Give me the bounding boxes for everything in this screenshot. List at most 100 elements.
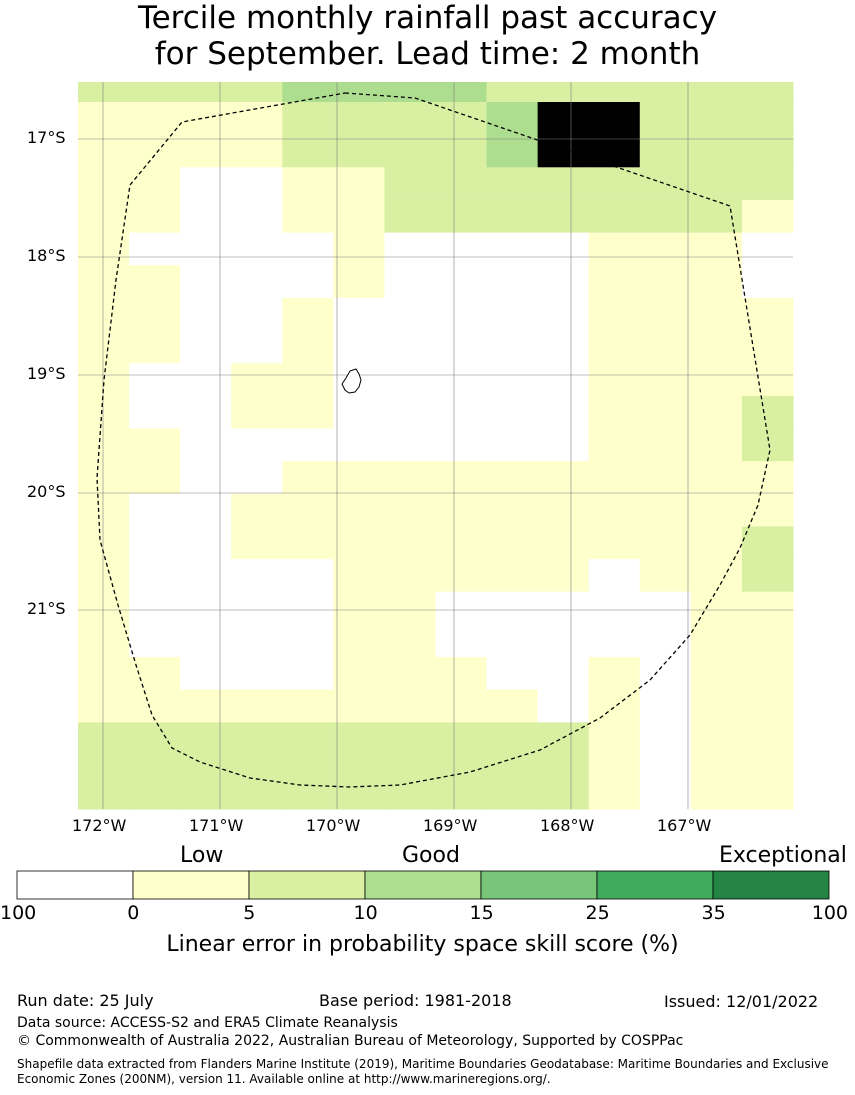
longitude-label: 167°W — [657, 816, 712, 835]
grid-cell — [282, 559, 334, 593]
grid-cell — [231, 395, 283, 430]
grid-cell — [180, 461, 232, 495]
grid-cell — [435, 722, 488, 810]
grid-cell — [129, 624, 181, 658]
grid-cell — [333, 297, 386, 332]
grid-cell — [486, 461, 539, 495]
grid-cell — [537, 395, 590, 430]
grid-cell — [282, 395, 334, 430]
grid-cell — [486, 493, 539, 528]
grid-cell — [588, 526, 641, 560]
grid-cell — [78, 493, 130, 528]
grid-cell — [588, 102, 641, 136]
grid-cell — [486, 102, 539, 136]
colorbar-tick-label: 5 — [243, 902, 256, 924]
grid-cell — [435, 297, 488, 332]
grid-cell — [486, 624, 539, 658]
grid-cell — [486, 395, 539, 430]
skill-score-grid — [78, 82, 794, 810]
grid-cell — [282, 722, 334, 810]
grid-cell — [639, 363, 692, 397]
grid-cell — [333, 134, 386, 168]
grid-cell — [486, 134, 539, 168]
grid-cell — [486, 330, 539, 364]
grid-cell — [741, 297, 794, 332]
grid-cell — [588, 591, 641, 625]
grid-cell — [588, 428, 641, 462]
grid-cell — [333, 559, 386, 593]
grid-cell — [231, 624, 283, 658]
grid-cell — [282, 82, 334, 103]
grid-cell — [78, 689, 130, 723]
grid-cell — [129, 493, 181, 528]
grid-cell — [282, 102, 334, 136]
grid-cell — [741, 559, 794, 593]
eez-boundary — [96, 92, 771, 788]
niue-island-outline — [341, 368, 362, 394]
grid-cell — [588, 395, 641, 430]
grid-cell — [741, 624, 794, 658]
grid-cell — [384, 297, 437, 332]
grid-cell — [384, 363, 437, 397]
grid-cell — [282, 330, 334, 364]
longitude-label: 170°W — [306, 816, 361, 835]
latitude-label: 17°S — [27, 128, 66, 147]
data-source: Data source: ACCESS-S2 and ERA5 Climate … — [17, 1015, 398, 1031]
grid-cell — [78, 657, 130, 691]
grid-cell — [486, 559, 539, 593]
grid-cell — [384, 461, 437, 495]
grid-cell — [639, 265, 692, 299]
grid-cell — [333, 689, 386, 723]
grid-cell — [741, 395, 794, 430]
grid-cell — [282, 199, 334, 234]
grid-cell — [384, 199, 437, 234]
grid-cell — [690, 134, 743, 168]
grid-cell — [129, 297, 181, 332]
grid-cell — [435, 232, 488, 266]
grid-cell — [78, 395, 130, 430]
grid-cell — [639, 689, 692, 723]
grid-cell — [384, 591, 437, 625]
grid-cell — [690, 199, 743, 234]
grid-cell — [384, 493, 437, 528]
grid-cell — [435, 199, 488, 234]
grid-cell — [690, 363, 743, 397]
latitude-label: 18°S — [27, 246, 66, 265]
grid-cell — [78, 297, 130, 332]
latitude-label: 19°S — [27, 364, 66, 383]
grid-cell — [333, 167, 386, 201]
grid-cell — [741, 428, 794, 462]
grid-cell — [180, 82, 232, 103]
grid-cell — [384, 722, 437, 810]
grid-cell — [639, 167, 692, 201]
grid-cell — [639, 134, 692, 168]
grid-cell — [129, 330, 181, 364]
grid-cell — [384, 526, 437, 560]
grid-cell — [333, 722, 386, 810]
longitude-label: 171°W — [189, 816, 244, 835]
grid-cell — [537, 624, 590, 658]
latitude-label: 21°S — [27, 599, 66, 618]
colorbar-segment — [364, 870, 482, 900]
grid-cell — [486, 526, 539, 560]
grid-cell — [537, 461, 590, 495]
grid-cell — [282, 265, 334, 299]
grid-cell — [588, 363, 641, 397]
grid-cell — [231, 461, 283, 495]
grid-cell — [180, 167, 232, 201]
grid-cell — [129, 265, 181, 299]
grid-cell — [537, 559, 590, 593]
grid-cell — [231, 722, 283, 810]
grid-cell — [486, 167, 539, 201]
grid-cell — [180, 134, 232, 168]
grid-cell — [129, 102, 181, 136]
grid-cell — [282, 167, 334, 201]
grid-cell — [435, 624, 488, 658]
grid-cell — [639, 493, 692, 528]
grid-cell — [741, 526, 794, 560]
grid-cell — [588, 461, 641, 495]
grid-cell — [486, 82, 539, 103]
grid-cell — [537, 167, 590, 201]
grid-cell — [639, 232, 692, 266]
